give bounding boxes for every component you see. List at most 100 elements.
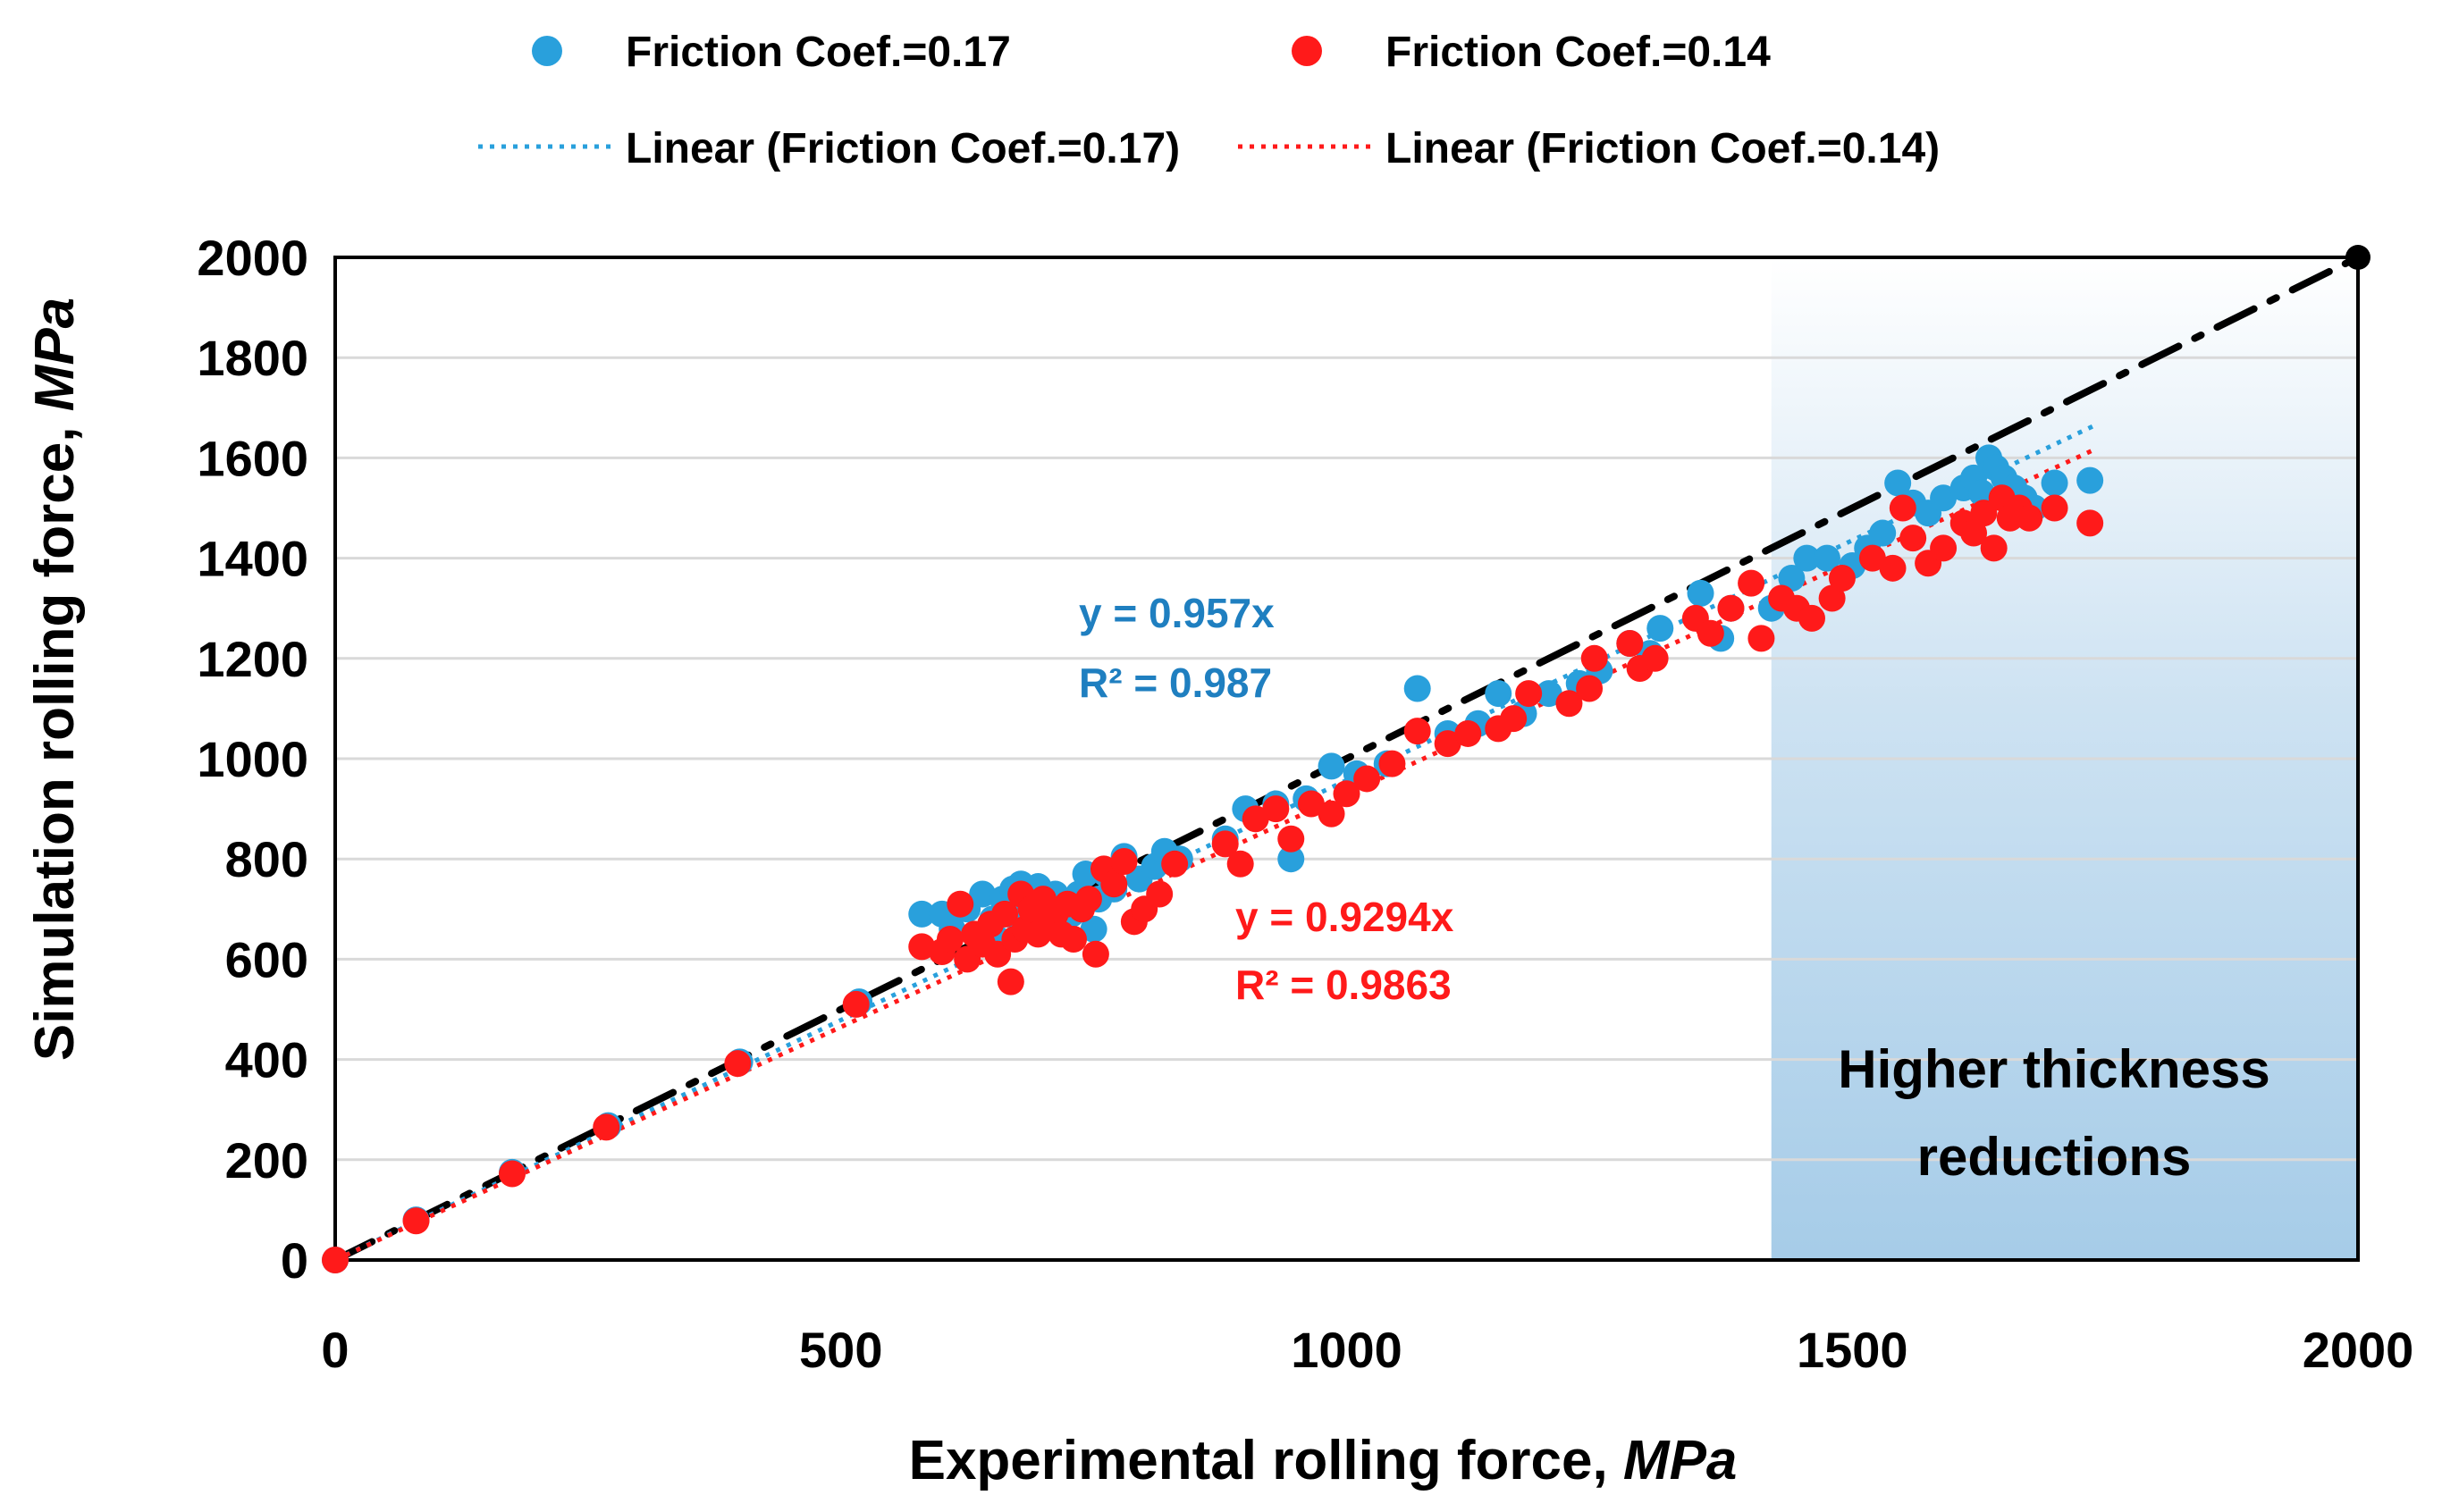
data-point-friction-014 bbox=[1500, 705, 1528, 733]
legend-marker-friction-014 bbox=[1292, 36, 1322, 66]
data-point-friction-014 bbox=[1555, 690, 1583, 718]
data-point-friction-017 bbox=[1646, 615, 1674, 643]
data-point-friction-014 bbox=[1226, 850, 1254, 878]
data-point-friction-014 bbox=[1828, 565, 1856, 592]
data-point-friction-017 bbox=[1793, 544, 1821, 572]
data-point-friction-014 bbox=[1717, 594, 1745, 622]
data-point-friction-014 bbox=[1262, 795, 1290, 823]
x-tick-label: 500 bbox=[799, 1322, 882, 1378]
data-point-friction-017 bbox=[2041, 469, 2068, 497]
data-point-friction-014 bbox=[1059, 925, 1087, 953]
data-point-friction-014 bbox=[1100, 870, 1128, 898]
data-point-friction-014 bbox=[842, 990, 870, 1018]
x-tick-label: 0 bbox=[321, 1322, 349, 1378]
data-point-friction-014 bbox=[991, 900, 1019, 928]
data-point-friction-014 bbox=[1318, 800, 1345, 827]
data-point-friction-017 bbox=[908, 900, 936, 928]
data-point-friction-014 bbox=[1403, 718, 1431, 745]
data-point-friction-014 bbox=[1738, 569, 1765, 597]
y-tick-label: 1800 bbox=[197, 330, 308, 386]
legend-label-trend-014: Linear (Friction Coef.=0.14) bbox=[1385, 125, 1940, 172]
data-point-friction-014 bbox=[322, 1247, 349, 1273]
data-point-friction-014 bbox=[1242, 805, 1269, 833]
data-point-friction-014 bbox=[1161, 850, 1189, 878]
data-point-friction-014 bbox=[402, 1207, 430, 1235]
y-tick-label: 400 bbox=[225, 1032, 308, 1088]
data-point-friction-014 bbox=[1074, 886, 1102, 913]
data-point-friction-014 bbox=[1980, 534, 2008, 562]
x-axis-label: Experimental rolling force, MPa bbox=[909, 1430, 1738, 1491]
region-label-line-1: Higher thickness bbox=[1838, 1039, 2270, 1099]
y-tick-label: 0 bbox=[281, 1232, 308, 1289]
legend-label-friction-017: Friction Coef.=0.17 bbox=[626, 29, 1011, 76]
data-point-friction-014 bbox=[1818, 584, 1846, 612]
data-point-friction-014 bbox=[1333, 780, 1360, 808]
data-point-friction-014 bbox=[1110, 848, 1138, 876]
data-point-friction-014 bbox=[1697, 619, 1724, 647]
reference-line-end-marker bbox=[2345, 245, 2370, 270]
data-point-friction-014 bbox=[724, 1050, 752, 1078]
y-tick-label: 1400 bbox=[197, 531, 308, 587]
data-point-friction-017 bbox=[969, 880, 997, 908]
data-point-friction-017 bbox=[1080, 915, 1107, 943]
data-point-friction-017 bbox=[1778, 565, 1806, 592]
data-point-friction-014 bbox=[1889, 494, 1916, 522]
legend-label-trend-017: Linear (Friction Coef.=0.17) bbox=[626, 125, 1180, 172]
y-axis-label: Simulation rolling force, MPa bbox=[24, 298, 86, 1061]
series-friction-014-points bbox=[322, 484, 2104, 1273]
data-point-friction-014 bbox=[1899, 525, 1927, 552]
y-tick-label: 600 bbox=[225, 931, 308, 987]
data-point-friction-017 bbox=[1277, 845, 1305, 873]
data-point-friction-017 bbox=[1930, 484, 1958, 512]
data-point-friction-017 bbox=[1535, 680, 1562, 708]
r-squared-friction-017: R² = 0.987 bbox=[1079, 659, 1272, 706]
y-tick-label: 2000 bbox=[197, 230, 308, 286]
data-point-friction-017 bbox=[1318, 752, 1345, 780]
data-point-friction-017 bbox=[1968, 479, 1996, 507]
y-tick-label: 1600 bbox=[197, 430, 308, 486]
gridlines bbox=[335, 356, 2358, 1162]
data-point-friction-014 bbox=[1616, 629, 1644, 657]
data-point-friction-014 bbox=[908, 933, 936, 961]
data-point-friction-014 bbox=[2076, 509, 2104, 537]
trendline-friction-014 bbox=[333, 447, 2096, 1263]
reference-line-y-equals-x bbox=[332, 254, 2362, 1264]
data-point-friction-014 bbox=[1146, 880, 1174, 908]
data-point-friction-014 bbox=[1960, 519, 1988, 547]
equation-friction-014: y = 0.9294x bbox=[1235, 894, 1454, 940]
x-tick-labels: 0 500 1000 1500 2000 bbox=[321, 1322, 2413, 1378]
data-point-friction-014 bbox=[1297, 790, 1325, 818]
x-tick-label: 2000 bbox=[2303, 1322, 2414, 1378]
data-point-friction-017 bbox=[1813, 544, 1840, 572]
data-point-friction-014 bbox=[1970, 500, 1998, 527]
data-point-friction-014 bbox=[1378, 750, 1406, 777]
data-point-friction-014 bbox=[1580, 644, 1608, 672]
x-tick-label: 1500 bbox=[1797, 1322, 1908, 1378]
data-point-friction-014 bbox=[997, 968, 1024, 995]
data-point-friction-014 bbox=[1277, 825, 1305, 853]
data-point-friction-017 bbox=[1869, 519, 1897, 547]
data-point-friction-017 bbox=[1485, 680, 1512, 708]
data-point-friction-017 bbox=[2076, 466, 2104, 494]
data-point-friction-014 bbox=[1930, 534, 1958, 562]
y-tick-label: 200 bbox=[225, 1132, 308, 1189]
data-point-friction-014 bbox=[1454, 719, 1482, 747]
data-point-friction-014 bbox=[2041, 494, 2068, 522]
data-point-friction-014 bbox=[1211, 830, 1239, 858]
data-point-friction-014 bbox=[1747, 625, 1775, 652]
data-point-friction-014 bbox=[1879, 554, 1907, 582]
region-label-line-2: reductions bbox=[1917, 1127, 2192, 1187]
data-point-friction-014 bbox=[1576, 675, 1604, 702]
plot-frame bbox=[333, 256, 2360, 1262]
x-tick-label: 1000 bbox=[1291, 1322, 1402, 1378]
r-squared-friction-014: R² = 0.9863 bbox=[1235, 962, 1452, 1008]
y-tick-label: 1200 bbox=[197, 631, 308, 687]
legend: Friction Coef.=0.17 Friction Coef.=0.14 … bbox=[478, 29, 1940, 172]
y-tick-label: 800 bbox=[225, 831, 308, 887]
data-point-friction-014 bbox=[1798, 604, 1825, 632]
data-point-friction-014 bbox=[593, 1113, 620, 1141]
data-point-friction-014 bbox=[947, 890, 974, 918]
data-point-friction-014 bbox=[1434, 730, 1461, 758]
data-point-friction-014 bbox=[1353, 765, 1381, 793]
